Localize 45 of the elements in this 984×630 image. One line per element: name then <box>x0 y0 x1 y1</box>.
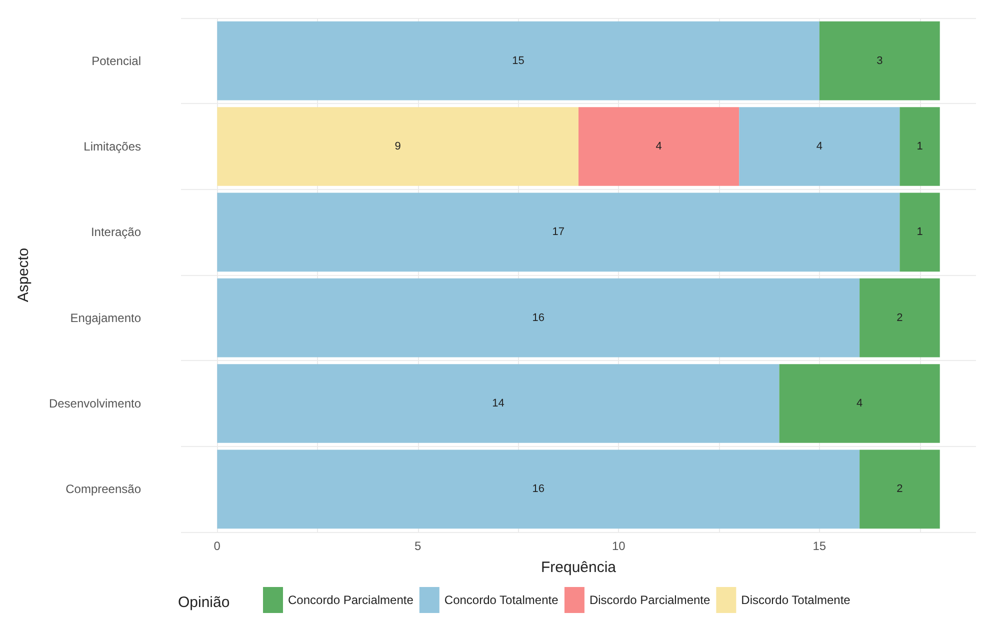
bar <box>819 21 940 100</box>
bar <box>860 450 940 529</box>
y-tick-label: Engajamento <box>70 310 142 325</box>
bar <box>217 278 860 358</box>
bar <box>900 192 940 272</box>
y-axis-title: Aspecto <box>15 248 32 302</box>
x-tick-label: 15 <box>812 539 826 553</box>
data-label: 15 <box>512 54 524 67</box>
legend-label: Concordo Totalmente <box>444 593 559 607</box>
legend-label: Discordo Parcialmente <box>589 593 710 607</box>
y-tick-label: Desenvolvimento <box>48 396 142 410</box>
data-label: 16 <box>532 483 544 496</box>
data-label: 17 <box>552 226 565 238</box>
bar <box>217 21 820 100</box>
legend-label: Discordo Totalmente <box>741 593 851 607</box>
data-label: 16 <box>532 312 544 324</box>
y-tick-label: Compreensão <box>66 482 142 496</box>
bar <box>900 107 940 186</box>
x-axis-title: Frequência <box>540 559 617 576</box>
data-label: 14 <box>492 398 504 410</box>
bar <box>779 364 940 443</box>
data-label: 1 <box>916 140 923 152</box>
x-tick-label: 0 <box>214 539 221 553</box>
bar <box>739 107 900 186</box>
data-label: 2 <box>896 312 903 324</box>
x-tick-label: 5 <box>414 539 422 553</box>
y-tick-label: Limitações <box>84 140 141 154</box>
bar <box>217 450 860 529</box>
bar <box>217 364 780 443</box>
bar <box>860 278 940 358</box>
bar <box>217 192 900 272</box>
data-label: 4 <box>816 140 822 152</box>
bar <box>217 107 578 186</box>
legend-label: Concordo Parcialmente <box>288 593 414 607</box>
y-tick-label: Interação <box>90 225 142 240</box>
data-label: 2 <box>896 483 903 496</box>
legend-title: Opinião <box>178 594 230 611</box>
data-label: 9 <box>394 140 401 152</box>
data-label: 4 <box>856 398 863 410</box>
y-tick-label: Potencial <box>92 54 141 68</box>
bar <box>578 107 740 186</box>
data-label: 3 <box>876 54 883 67</box>
data-label: 1 <box>916 226 923 238</box>
data-label: 4 <box>656 140 662 152</box>
x-tick-label: 10 <box>612 539 626 553</box>
